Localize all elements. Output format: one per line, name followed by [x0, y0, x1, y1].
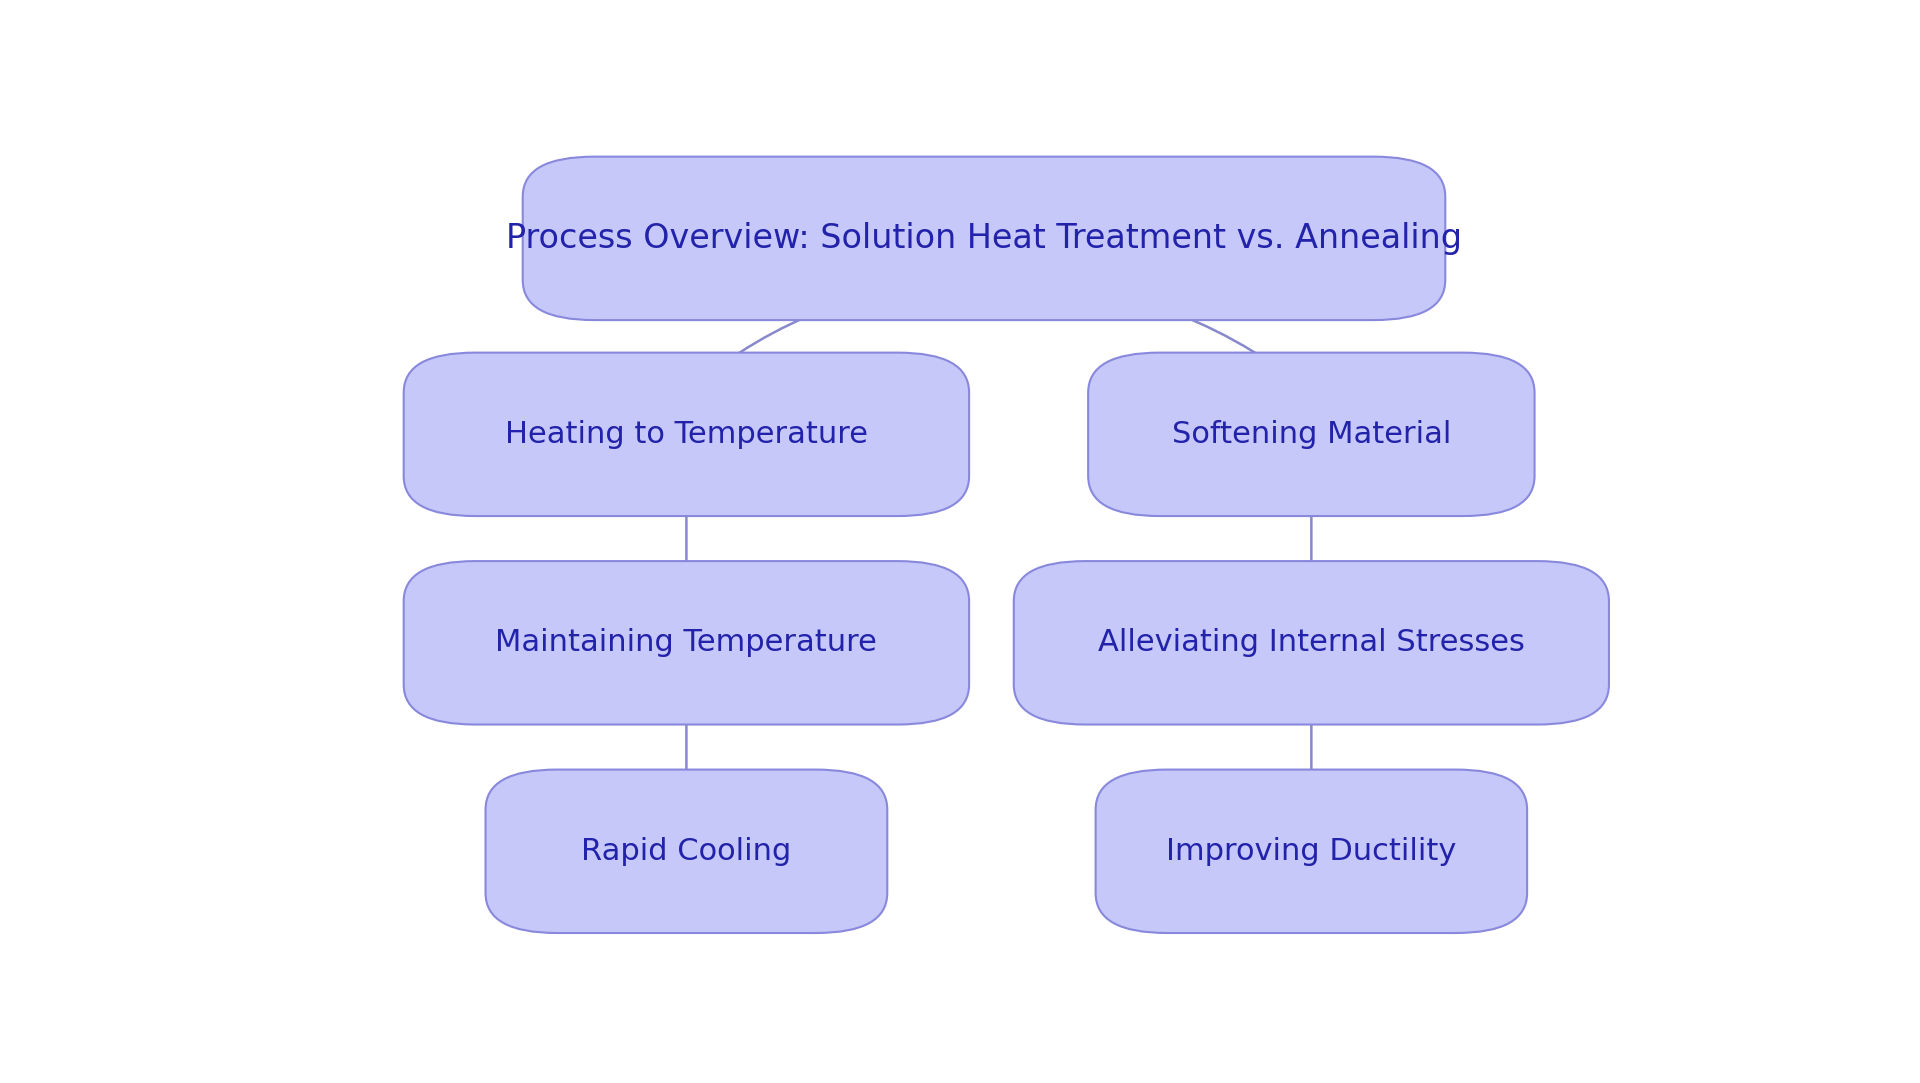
Text: Process Overview: Solution Heat Treatment vs. Annealing: Process Overview: Solution Heat Treatmen…	[507, 222, 1461, 255]
FancyBboxPatch shape	[1014, 561, 1609, 725]
Text: Rapid Cooling: Rapid Cooling	[582, 837, 791, 865]
FancyBboxPatch shape	[1089, 353, 1534, 517]
FancyBboxPatch shape	[1096, 770, 1526, 934]
FancyBboxPatch shape	[403, 353, 970, 517]
FancyBboxPatch shape	[403, 561, 970, 725]
Text: Heating to Temperature: Heating to Temperature	[505, 420, 868, 448]
Text: Improving Ductility: Improving Ductility	[1165, 837, 1457, 865]
FancyBboxPatch shape	[486, 770, 887, 934]
FancyArrowPatch shape	[987, 280, 1308, 389]
Text: Alleviating Internal Stresses: Alleviating Internal Stresses	[1098, 628, 1524, 657]
Text: Softening Material: Softening Material	[1171, 420, 1452, 448]
FancyBboxPatch shape	[522, 157, 1446, 321]
Text: Maintaining Temperature: Maintaining Temperature	[495, 628, 877, 657]
FancyArrowPatch shape	[691, 280, 981, 389]
